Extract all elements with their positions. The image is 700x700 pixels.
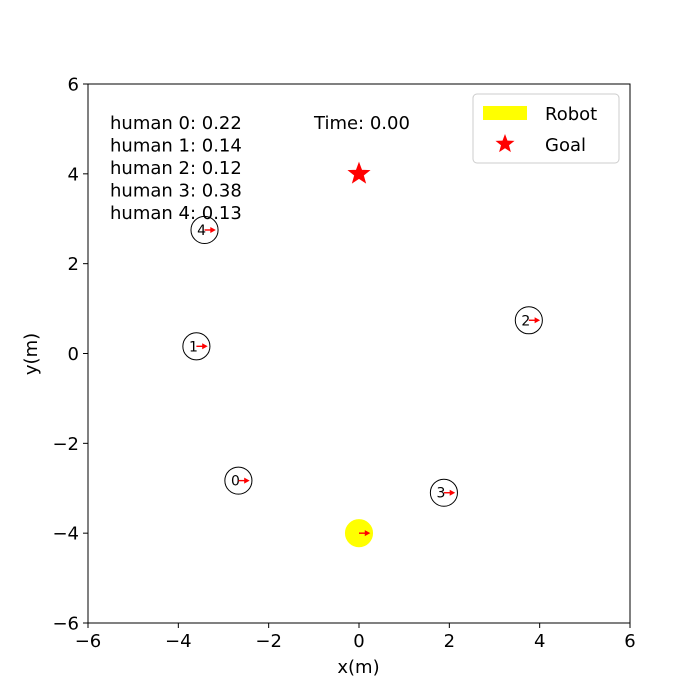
human-circle: [429, 478, 458, 507]
human-heading-arrow: [238, 477, 250, 484]
time-label: Time: 0.00: [313, 113, 410, 134]
robot-heading-arrow: [359, 530, 371, 537]
human-2: 2: [514, 306, 543, 335]
x-tick-label: 4: [534, 631, 545, 652]
x-tick-label: 2: [444, 631, 455, 652]
legend-label: Goal: [545, 135, 586, 156]
human-4: 4: [190, 215, 219, 245]
x-tick-label: 6: [624, 631, 635, 652]
y-axis-label: y(m): [21, 333, 42, 375]
x-tick-label: 0: [353, 631, 364, 652]
y-tick-label: −4: [52, 524, 79, 545]
human-heading-arrow-head: [244, 477, 250, 484]
human-circle: [190, 215, 219, 245]
legend-goal-star-icon: [495, 134, 515, 153]
goal-star-marker: [347, 161, 371, 184]
human-heading-arrow: [443, 489, 456, 496]
human-value-line: human 3: 0.38: [110, 181, 242, 202]
human-heading-arrow-head: [202, 343, 208, 350]
human-circle: [224, 466, 253, 495]
human-id-label: 0: [231, 474, 240, 490]
human-value-line: human 4: 0.13: [110, 203, 242, 224]
axes: −6 −4 −2 0 2 4 6 −6 −4 −2 0 2 4 6: [52, 75, 635, 653]
x-tick-label: −2: [255, 631, 282, 652]
human-heading-arrow: [204, 226, 216, 233]
legend: Robot Goal: [472, 93, 620, 164]
human-id-label: 4: [197, 223, 206, 239]
human-id-label: 2: [521, 313, 530, 329]
y-tick-label: −6: [52, 614, 79, 635]
plot-marks: 0 1 2 3 4: [182, 161, 543, 548]
human-value-line: human 2: 0.12: [110, 158, 242, 179]
y-tick-label: 4: [68, 164, 79, 185]
robot-heading-arrow-head: [364, 530, 371, 537]
legend-robot-swatch: [483, 106, 527, 120]
human-heading-arrow-head: [449, 489, 456, 496]
human-circle: [182, 332, 211, 361]
x-axis-label: x(m): [337, 657, 379, 678]
x-tick-label: −4: [165, 631, 192, 652]
human-3: 3: [429, 478, 458, 507]
x-tick-label: −6: [75, 631, 102, 652]
human-heading-arrow-head: [210, 226, 216, 233]
y-tick-label: −2: [52, 434, 79, 455]
human-1: 1: [182, 332, 211, 361]
human-id-label: 3: [436, 486, 445, 502]
legend-label: Robot: [545, 104, 597, 125]
human-circle: [514, 306, 543, 335]
human-value-line: human 1: 0.14: [110, 136, 242, 157]
human-value-line: human 0: 0.22: [110, 113, 242, 134]
human-0: 0: [224, 466, 253, 495]
human-heading-arrow: [196, 343, 208, 350]
human-heading-arrow: [528, 317, 541, 324]
human-id-label: 1: [189, 339, 198, 355]
y-tick-label: 2: [68, 254, 79, 275]
y-tick-label: 6: [68, 75, 79, 96]
y-tick-label: 0: [68, 344, 79, 365]
human-heading-arrow-head: [534, 317, 541, 324]
